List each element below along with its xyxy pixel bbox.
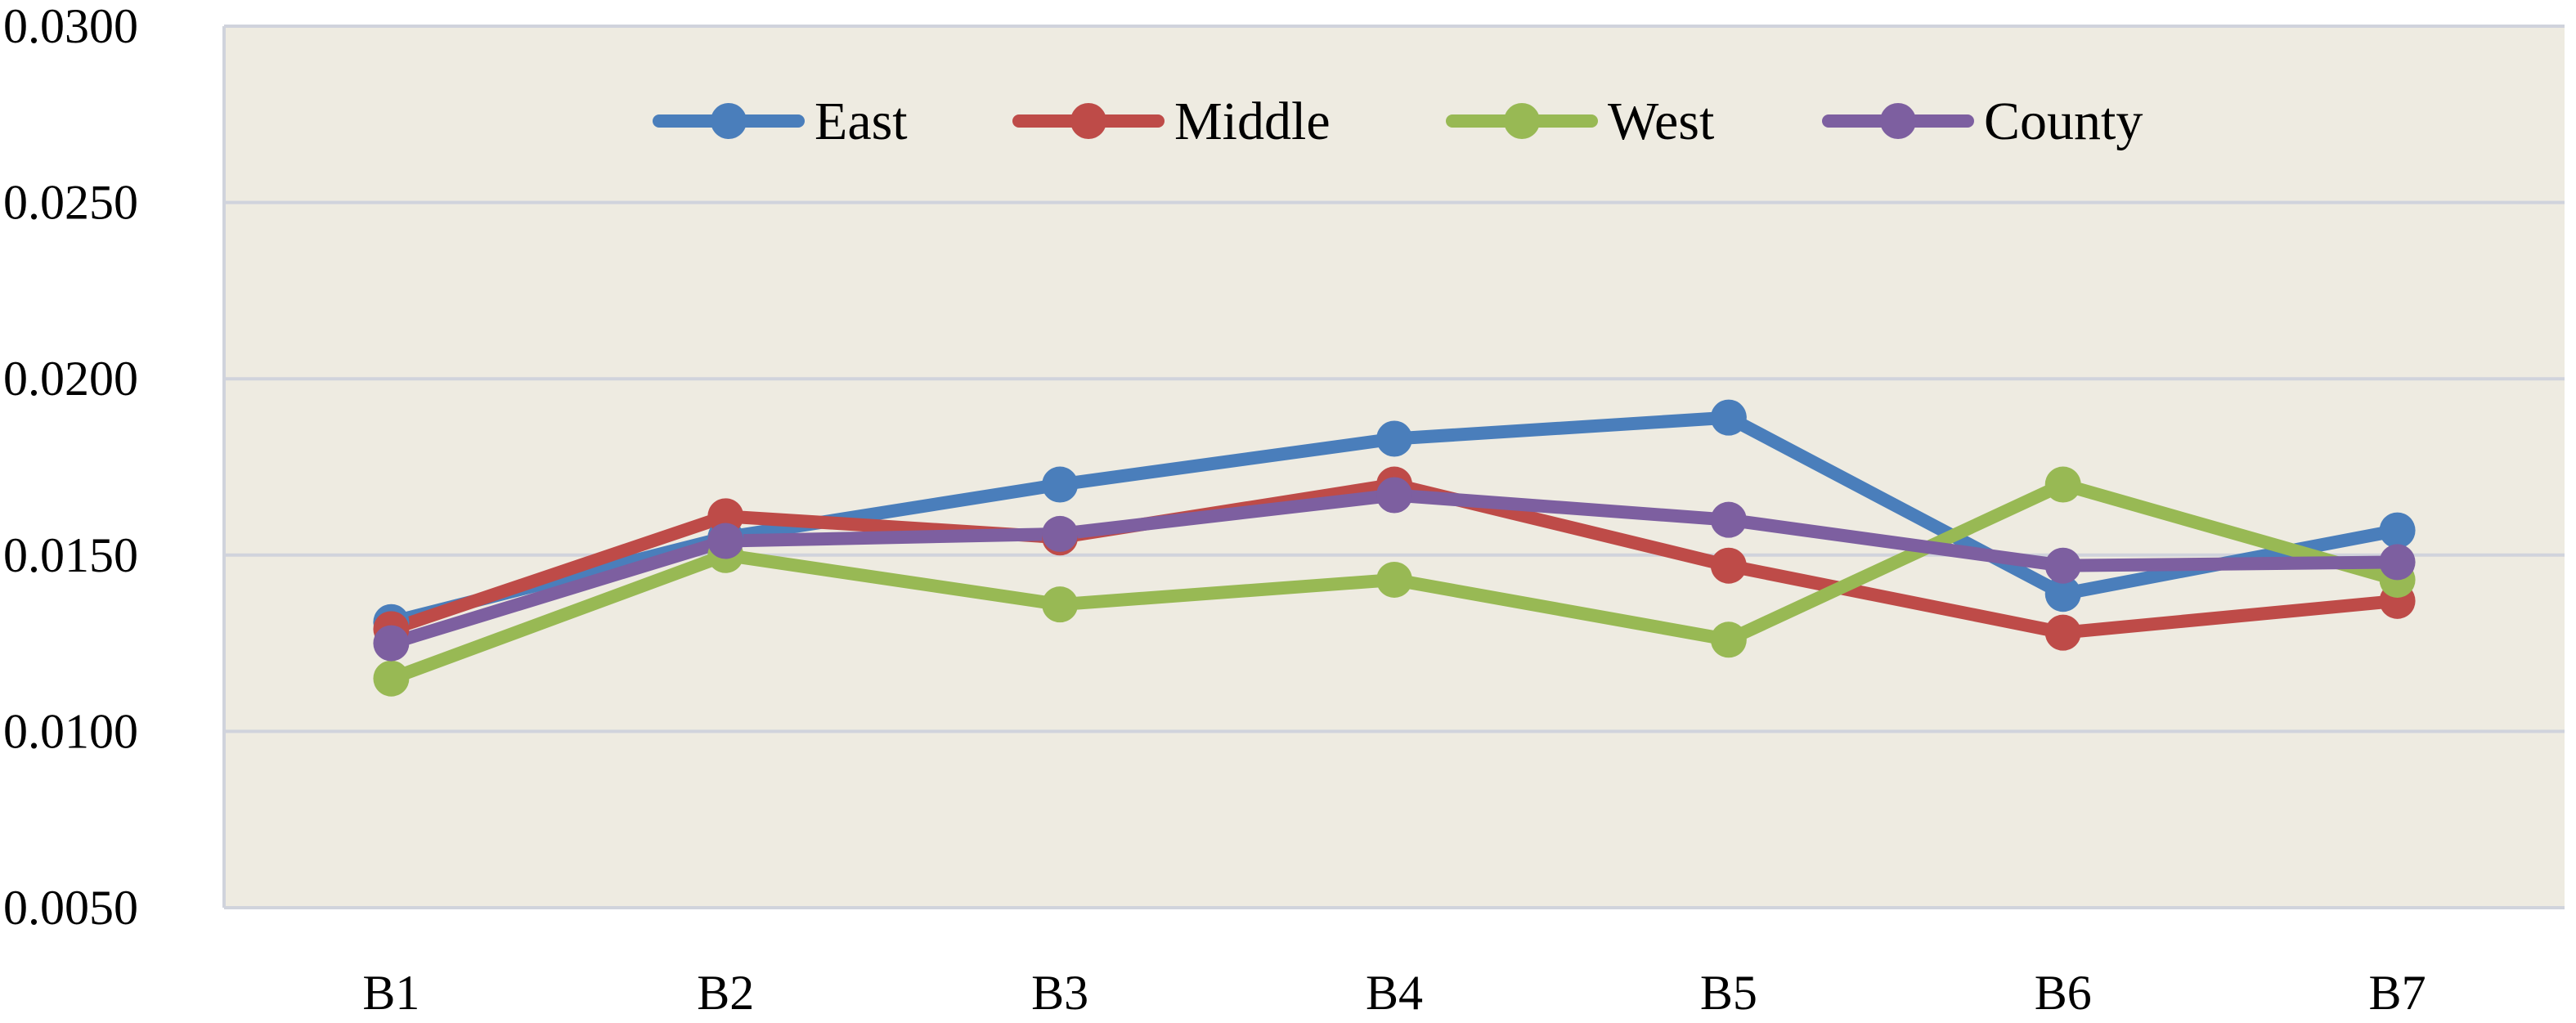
data-point-county-b3 <box>1042 515 1079 552</box>
legend-label-east: East <box>815 92 908 151</box>
x-tick-label: B6 <box>2035 966 2092 1020</box>
x-tick-label: B1 <box>362 966 420 1020</box>
x-tick-label: B5 <box>1700 966 1757 1020</box>
data-point-west-b5 <box>1710 621 1747 658</box>
x-tick-label: B2 <box>697 966 754 1020</box>
data-point-west-b1 <box>373 660 410 697</box>
legend-label-west: West <box>1608 92 1714 151</box>
y-axis-tick-labels: 0.0050 0.0100 0.0150 0.0200 0.0250 0.0300 <box>3 0 138 935</box>
x-axis-tick-labels: B1 B2 B3 B4 B5 B6 B7 <box>362 966 2426 1020</box>
x-tick-label: B3 <box>1031 966 1088 1020</box>
y-tick-label: 0.0100 <box>3 704 138 758</box>
data-point-east-b4 <box>1376 420 1412 457</box>
series-points <box>373 399 2416 697</box>
data-point-west-b4 <box>1376 561 1412 598</box>
legend: East Middle West County <box>653 92 2143 151</box>
y-tick-label: 0.0250 <box>3 176 138 230</box>
data-point-county-b2 <box>707 523 744 559</box>
data-point-county-b4 <box>1376 477 1412 514</box>
y-tick-label: 0.0200 <box>3 352 138 406</box>
data-point-county-b1 <box>373 625 410 662</box>
y-tick-label: 0.0300 <box>3 0 138 53</box>
data-point-east-b7 <box>2379 512 2416 549</box>
data-point-west-b3 <box>1042 586 1079 623</box>
legend-marker-west <box>1504 103 1540 139</box>
legend-marker-east <box>711 103 747 139</box>
data-point-middle-b2 <box>707 498 744 535</box>
legend-marker-middle <box>1070 103 1106 139</box>
data-point-east-b3 <box>1042 466 1079 503</box>
data-point-east-b5 <box>1710 399 1747 436</box>
legend-label-middle: Middle <box>1174 92 1331 151</box>
data-point-east-b6 <box>2044 576 2081 612</box>
data-point-middle-b5 <box>1710 547 1747 584</box>
legend-marker-county <box>1880 103 1916 139</box>
y-tick-label: 0.0050 <box>3 881 138 935</box>
data-point-county-b5 <box>1710 501 1747 538</box>
data-point-west-b6 <box>2044 466 2081 503</box>
legend-label-county: County <box>1984 92 2143 151</box>
data-point-middle-b6 <box>2044 614 2081 651</box>
x-tick-label: B4 <box>1366 966 1423 1020</box>
y-tick-label: 0.0150 <box>3 528 138 582</box>
x-tick-label: B7 <box>2369 966 2426 1020</box>
data-point-county-b6 <box>2044 547 2081 584</box>
data-point-county-b7 <box>2379 544 2416 581</box>
